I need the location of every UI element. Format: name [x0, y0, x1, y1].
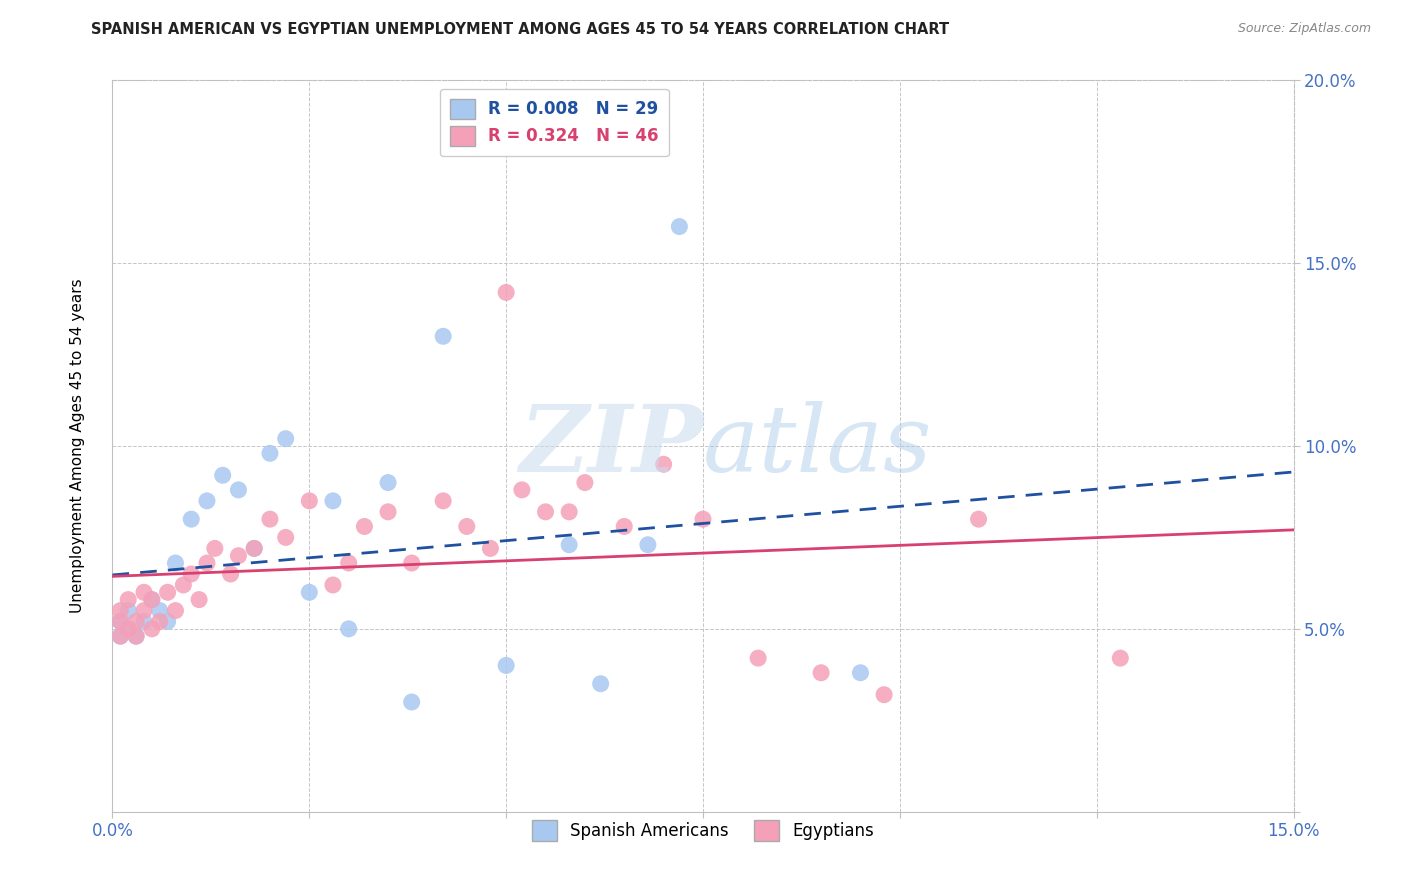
- Point: [495, 658, 517, 673]
- Text: ZIP: ZIP: [519, 401, 703, 491]
- Point: [211, 468, 233, 483]
- Point: [117, 622, 139, 636]
- Point: [110, 629, 132, 643]
- Point: [228, 483, 250, 497]
- Point: [274, 530, 297, 544]
- Point: [432, 494, 454, 508]
- Point: [353, 519, 375, 533]
- Point: [156, 585, 179, 599]
- Point: [125, 629, 148, 643]
- Point: [873, 688, 896, 702]
- Point: [377, 475, 399, 490]
- Point: [967, 512, 990, 526]
- Point: [110, 603, 132, 617]
- Point: [298, 585, 321, 599]
- Point: [117, 592, 139, 607]
- Point: [132, 585, 155, 599]
- Point: [195, 556, 218, 570]
- Point: [534, 505, 557, 519]
- Point: [110, 615, 132, 629]
- Point: [125, 615, 148, 629]
- Legend: Spanish Americans, Egyptians: Spanish Americans, Egyptians: [526, 814, 880, 847]
- Point: [337, 622, 360, 636]
- Point: [637, 538, 659, 552]
- Point: [180, 512, 202, 526]
- Point: [668, 219, 690, 234]
- Text: SPANISH AMERICAN VS EGYPTIAN UNEMPLOYMENT AMONG AGES 45 TO 54 YEARS CORRELATION : SPANISH AMERICAN VS EGYPTIAN UNEMPLOYMEN…: [91, 22, 949, 37]
- Point: [195, 494, 218, 508]
- Point: [117, 622, 139, 636]
- Point: [558, 538, 581, 552]
- Point: [110, 615, 132, 629]
- Text: Unemployment Among Ages 45 to 54 years: Unemployment Among Ages 45 to 54 years: [70, 278, 84, 614]
- Point: [141, 592, 163, 607]
- Point: [180, 567, 202, 582]
- Point: [149, 603, 172, 617]
- Point: [219, 567, 242, 582]
- Point: [165, 603, 187, 617]
- Point: [401, 556, 423, 570]
- Text: atlas: atlas: [703, 401, 932, 491]
- Point: [274, 432, 297, 446]
- Point: [165, 556, 187, 570]
- Point: [117, 603, 139, 617]
- Point: [228, 549, 250, 563]
- Point: [432, 329, 454, 343]
- Point: [337, 556, 360, 570]
- Text: Source: ZipAtlas.com: Source: ZipAtlas.com: [1237, 22, 1371, 36]
- Point: [510, 483, 533, 497]
- Point: [377, 505, 399, 519]
- Point: [589, 676, 612, 690]
- Point: [479, 541, 502, 556]
- Point: [259, 512, 281, 526]
- Point: [322, 578, 344, 592]
- Point: [132, 615, 155, 629]
- Point: [495, 285, 517, 300]
- Point: [849, 665, 872, 680]
- Point: [110, 629, 132, 643]
- Point: [132, 603, 155, 617]
- Point: [149, 615, 172, 629]
- Point: [613, 519, 636, 533]
- Point: [188, 592, 211, 607]
- Point: [747, 651, 769, 665]
- Point: [558, 505, 581, 519]
- Point: [243, 541, 266, 556]
- Point: [259, 446, 281, 460]
- Point: [156, 615, 179, 629]
- Point: [322, 494, 344, 508]
- Point: [401, 695, 423, 709]
- Point: [652, 457, 675, 471]
- Point: [141, 592, 163, 607]
- Point: [692, 512, 714, 526]
- Point: [243, 541, 266, 556]
- Point: [574, 475, 596, 490]
- Point: [1109, 651, 1132, 665]
- Point: [456, 519, 478, 533]
- Point: [204, 541, 226, 556]
- Point: [125, 629, 148, 643]
- Point: [172, 578, 194, 592]
- Point: [298, 494, 321, 508]
- Point: [141, 622, 163, 636]
- Point: [810, 665, 832, 680]
